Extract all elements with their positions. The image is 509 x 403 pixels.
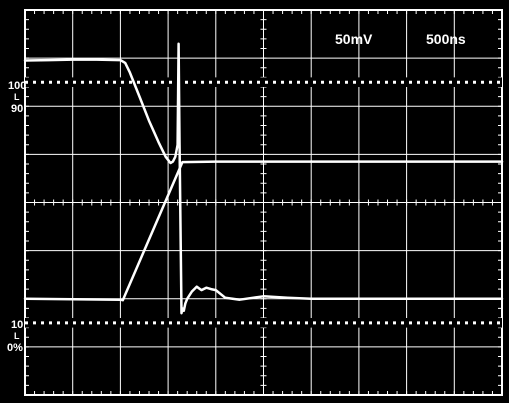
marker-bottom-label: 10 [11,319,23,331]
marker-bottom-l: L [14,331,20,341]
reference-markers: 100 L 90 10 L 0% [7,80,26,354]
volts-per-div-readout: 50mV [335,31,373,47]
trace-line-2 [23,160,504,302]
graticule [24,9,503,396]
marker-top-label: 100 [8,80,26,92]
reference-dotted-lines [25,77,502,328]
marker-top-sub: 90 [11,103,23,115]
readouts: 50mV 500ns [335,31,466,47]
trace-line-1 [23,42,504,315]
marker-bottom-sub: 0% [7,342,23,354]
time-per-div-readout: 500ns [426,31,466,47]
marker-top-l: L [14,92,20,102]
signal-traces [23,42,504,315]
